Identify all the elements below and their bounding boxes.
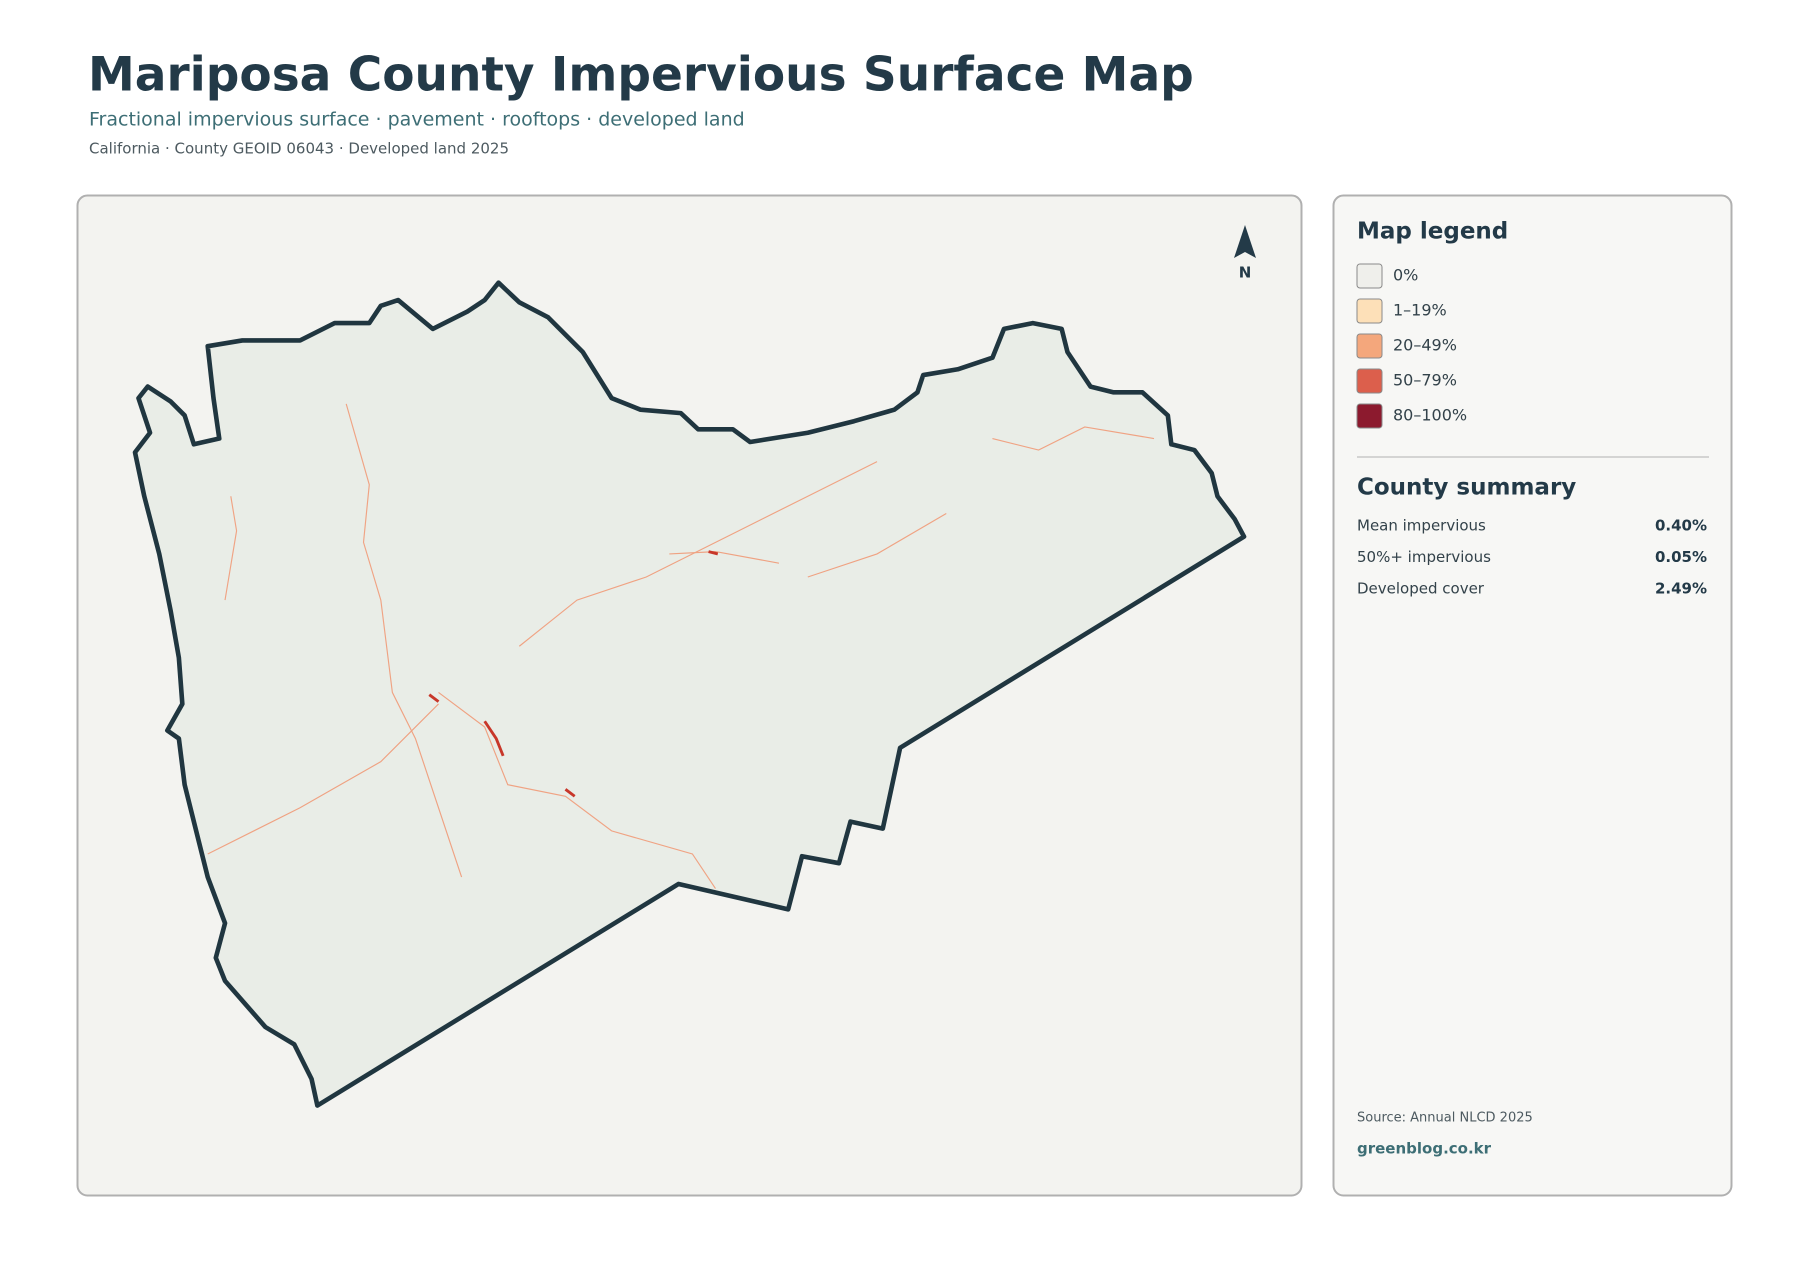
legend-swatch — [1356, 263, 1383, 289]
dense-development — [428, 550, 719, 798]
county-boundary — [132, 280, 1247, 1108]
summary-rows: Mean impervious 0.40% 50%+ impervious 0.05%… — [1357, 517, 1707, 598]
county-map — [132, 280, 1247, 1108]
summary-value: 0.05% — [1655, 548, 1707, 566]
source: Source: Annual NLCD 2025 — [1357, 1111, 1533, 1126]
legend-label: 50–79% — [1393, 371, 1457, 390]
subtitle: Fractional impervious surface · pavement… — [89, 109, 745, 131]
legend-swatch — [1356, 298, 1383, 324]
legend-panel — [1332, 194, 1733, 1197]
title: Mariposa County Impervious Surface Map — [88, 48, 1194, 103]
legend-label: 1–19% — [1393, 301, 1447, 320]
north-arrow — [1234, 225, 1256, 258]
summary-label: Mean impervious — [1357, 517, 1486, 535]
legend-label: 80–100% — [1393, 406, 1467, 425]
legend-label: 0% — [1393, 266, 1418, 285]
summary-label: 50%+ impervious — [1357, 548, 1491, 566]
meta: California · County GEOID 06043 · Develo… — [89, 140, 509, 158]
legend-title: Map legend — [1357, 219, 1508, 245]
summary-label: Developed cover — [1357, 580, 1485, 598]
impervious-pixels — [207, 403, 1155, 889]
summary-title: County summary — [1357, 475, 1576, 501]
legend-swatch — [1356, 368, 1383, 394]
legend-swatch — [1356, 403, 1383, 429]
legend-swatch — [1356, 333, 1383, 359]
legend-label: 20–49% — [1393, 336, 1457, 355]
brand: greenblog.co.kr — [1357, 1140, 1492, 1158]
legend-items: 0% 1–19% 20–49% 50–79% 80–100% — [1356, 263, 1467, 429]
north-label: N — [1239, 264, 1252, 282]
summary-value: 2.49% — [1655, 580, 1707, 598]
summary-value: 0.40% — [1655, 517, 1707, 535]
